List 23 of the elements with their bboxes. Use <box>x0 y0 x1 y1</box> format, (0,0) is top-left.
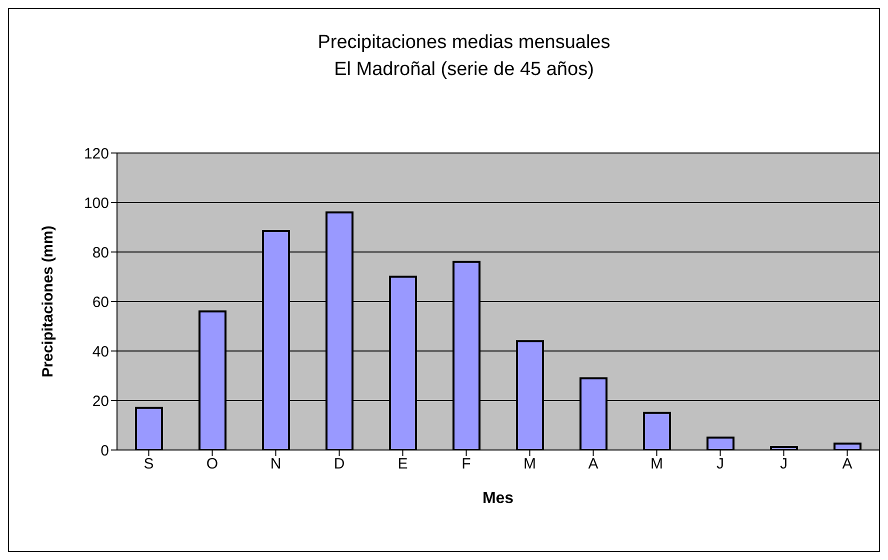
x-tick-label: M <box>650 456 663 473</box>
x-tick-label: J <box>780 456 788 473</box>
x-tick-label: A <box>842 456 852 473</box>
y-tick-label: 60 <box>92 294 109 311</box>
x-tick-label: E <box>398 456 408 473</box>
chart-subtitle: El Madroñal (serie de 45 años) <box>333 58 595 82</box>
y-tick-label: 20 <box>92 392 109 410</box>
y-tick-label: 40 <box>92 343 109 360</box>
x-tick-label: D <box>334 456 345 473</box>
x-tick-label: S <box>144 456 154 473</box>
x-axis-title: Mes <box>482 490 514 507</box>
chart-title: Precipitaciones medias mensuales <box>316 31 612 55</box>
y-tick-label: 120 <box>84 145 109 162</box>
y-tick-label: 100 <box>84 194 109 212</box>
y-tick-label: 0 <box>100 442 109 460</box>
x-tick-label: A <box>588 456 598 473</box>
y-tick-label: 80 <box>92 244 109 262</box>
x-tick-label: F <box>462 456 471 473</box>
y-axis-title: Precipitaciones (mm) <box>39 226 56 378</box>
x-tick-label: O <box>206 456 218 473</box>
x-tick-label: J <box>716 456 724 473</box>
x-tick-label: N <box>270 456 282 473</box>
x-tick-label: M <box>524 456 536 473</box>
